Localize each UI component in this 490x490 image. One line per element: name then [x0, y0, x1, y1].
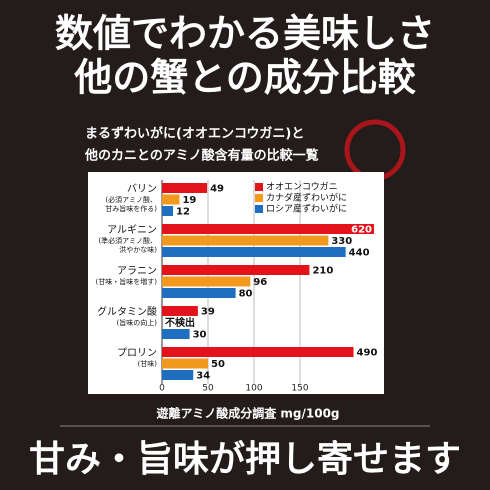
value-label: 49 [210, 184, 224, 195]
bar [162, 358, 208, 369]
bar [162, 265, 310, 275]
category-label: グルタミン酸 [97, 305, 157, 318]
x-tick-label: 100 [245, 384, 262, 394]
value-label: 330 [331, 236, 352, 247]
bar [162, 194, 180, 205]
bar [162, 206, 174, 216]
bar [162, 276, 251, 287]
chart-title: まるずわいがに(オオエンコウガニ)と [85, 126, 304, 142]
x-tick-label: 50 [202, 384, 214, 394]
category-note: 甘み旨味を作る) [105, 204, 157, 213]
headline: 数値でわかる美味しさ [55, 12, 435, 56]
legend-swatch [255, 194, 263, 202]
category-label: アルギニン [107, 224, 157, 236]
value-label: 12 [176, 207, 190, 218]
x-tick-label: 0 [159, 384, 165, 394]
category-note: (甘味) [138, 359, 158, 368]
value-label: 39 [201, 307, 215, 318]
chart-title: 他のカニとのアミノ酸含有量の比較一覧 [84, 148, 319, 164]
category-note: (旨味の向上) [117, 318, 158, 327]
value-label: 30 [193, 330, 207, 341]
legend-swatch [255, 205, 263, 213]
bar [162, 224, 374, 234]
bar [162, 235, 329, 246]
legend-label: オオエンコウガニ [266, 182, 338, 193]
value-label: 490 [357, 348, 378, 359]
category-note: (甘味・旨味を増す) [96, 277, 158, 286]
legend-swatch [255, 183, 263, 191]
bar [162, 183, 208, 193]
value-label: 620 [351, 225, 372, 236]
x-tick-label: 150 [291, 384, 308, 394]
category-note: (準必須アミノ酸、 [98, 236, 157, 245]
legend-label: カナダ産ずわいがに [266, 192, 347, 204]
footer-text: 甘み・旨味が押し寄せます [29, 439, 461, 480]
category-note: (必須アミノ酸、 [105, 195, 157, 204]
bar [162, 247, 346, 257]
value-label: 210 [312, 266, 333, 277]
value-label: 19 [182, 195, 196, 206]
bar [162, 370, 194, 380]
category-label: バリン [127, 183, 157, 195]
category-note: 洪やかな味) [119, 245, 157, 254]
bar [162, 288, 236, 298]
bar [162, 306, 198, 316]
value-label: 不検出 [165, 316, 195, 329]
headline: 他の蟹との成分比較 [73, 56, 417, 100]
value-label: 34 [196, 371, 210, 382]
bar [162, 329, 190, 339]
value-label: 96 [253, 277, 267, 288]
value-label: 80 [239, 289, 253, 300]
bar [162, 347, 354, 357]
category-label: アラニン [117, 265, 157, 277]
x-axis-label: 遊離アミノ酸成分調査 mg/100g [156, 406, 339, 421]
value-label: 50 [211, 359, 225, 370]
value-label: 440 [349, 248, 370, 259]
legend-label: ロシア産ずわいがに [266, 203, 347, 215]
category-label: プロリン [117, 347, 157, 359]
